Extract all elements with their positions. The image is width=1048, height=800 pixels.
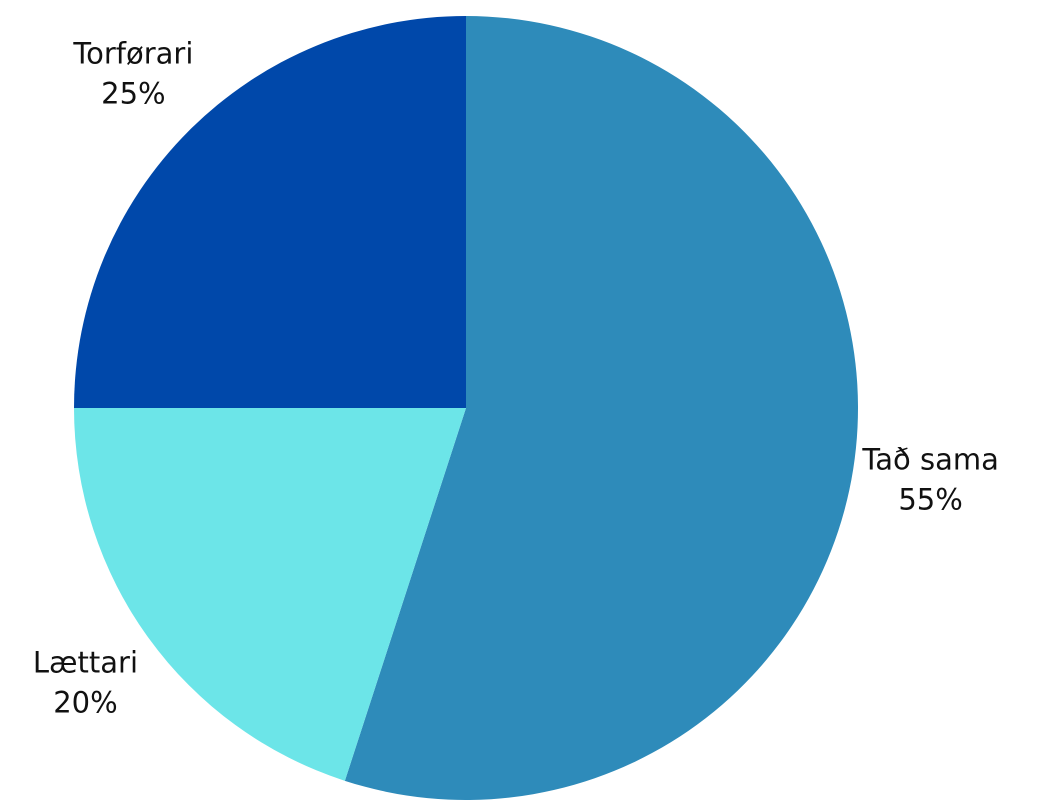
pie-slice (74, 16, 466, 408)
slice-value-label: 55% (898, 483, 962, 517)
slice-label: Tað sama (861, 443, 999, 477)
slice-value-label: 20% (53, 685, 117, 719)
slice-label: Torførari (72, 36, 193, 70)
slice-value-label: 25% (101, 76, 165, 110)
pie-slice (344, 16, 859, 800)
pie-slice (74, 408, 466, 781)
slice-label: Lættari (33, 645, 138, 679)
